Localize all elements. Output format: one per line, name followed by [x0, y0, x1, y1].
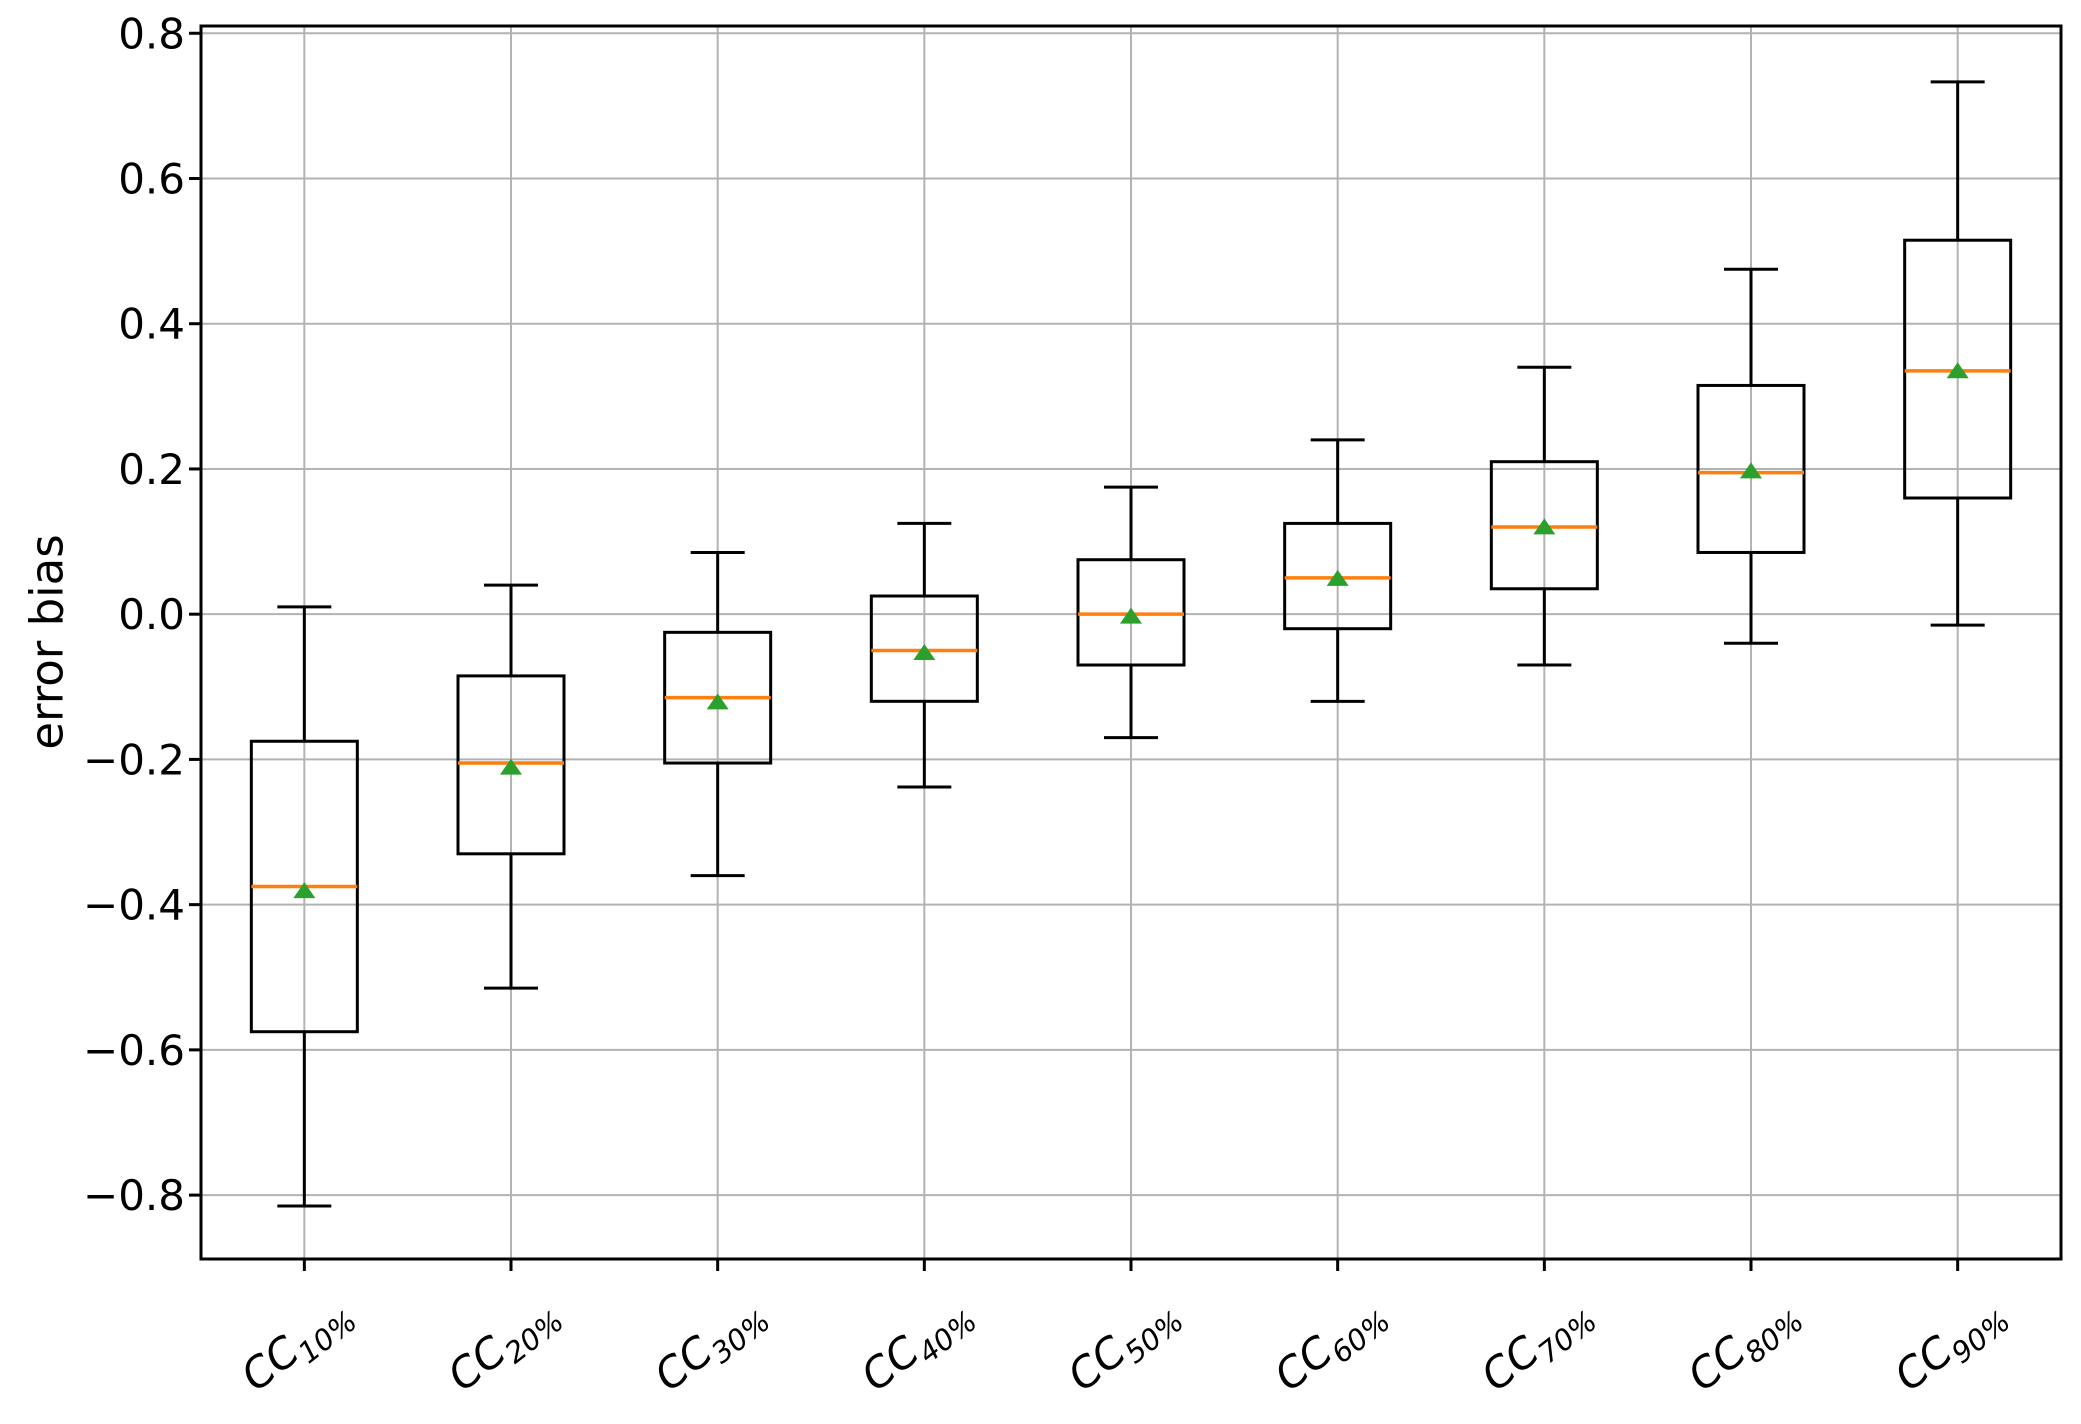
- box-CC10%: [249, 605, 359, 1208]
- x-tick-label: CC30%: [645, 1286, 777, 1406]
- y-tick-label: −0.2: [83, 735, 185, 784]
- y-axis-label: error bias: [20, 534, 74, 750]
- y-tick-label: 0.4: [118, 300, 185, 349]
- box-CC50%: [1076, 485, 1186, 740]
- iqr-box: [1489, 460, 1599, 591]
- mean-marker: [1740, 462, 1762, 479]
- x-tick-label: CC80%: [1678, 1286, 1810, 1406]
- x-tick-label: CC50%: [1058, 1286, 1190, 1406]
- y-tick-label: 0.6: [118, 154, 185, 203]
- mean-marker: [1533, 518, 1556, 535]
- box-CC30%: [663, 550, 773, 878]
- box-CC90%: [1903, 80, 2013, 627]
- x-tick-label: CC40%: [852, 1286, 984, 1406]
- mean-marker: [293, 882, 316, 899]
- iqr-box: [1076, 558, 1186, 667]
- x-tick-label: CC60%: [1265, 1286, 1397, 1406]
- box-CC60%: [1283, 438, 1393, 703]
- x-tick-label: CC90%: [1885, 1286, 2017, 1406]
- mean-marker: [1946, 362, 1969, 379]
- box-CC80%: [1696, 267, 1806, 645]
- y-tick-label: 0.8: [118, 9, 185, 58]
- y-tick-label: −0.6: [83, 1026, 185, 1075]
- x-tick-label: CC10%: [232, 1286, 364, 1406]
- y-tick-label: −0.4: [83, 881, 185, 930]
- mean-marker: [913, 643, 936, 660]
- y-tick-label: 0.0: [118, 590, 185, 639]
- mean-marker: [500, 758, 522, 775]
- box-CC40%: [869, 521, 979, 789]
- iqr-box: [1903, 238, 2013, 500]
- iqr-box: [456, 674, 566, 856]
- x-tick-label: CC20%: [438, 1286, 570, 1406]
- iqr-box: [869, 594, 979, 703]
- box-CC70%: [1489, 365, 1599, 667]
- iqr-box: [1696, 383, 1806, 554]
- mean-marker: [706, 693, 729, 710]
- box-CC20%: [456, 583, 566, 990]
- y-tick-label: −0.8: [83, 1171, 185, 1220]
- x-tick-label: CC70%: [1472, 1286, 1604, 1406]
- iqr-box: [1283, 521, 1393, 631]
- mean-marker: [1120, 607, 1142, 624]
- mean-marker: [1326, 569, 1349, 586]
- y-tick-label: 0.2: [118, 445, 185, 494]
